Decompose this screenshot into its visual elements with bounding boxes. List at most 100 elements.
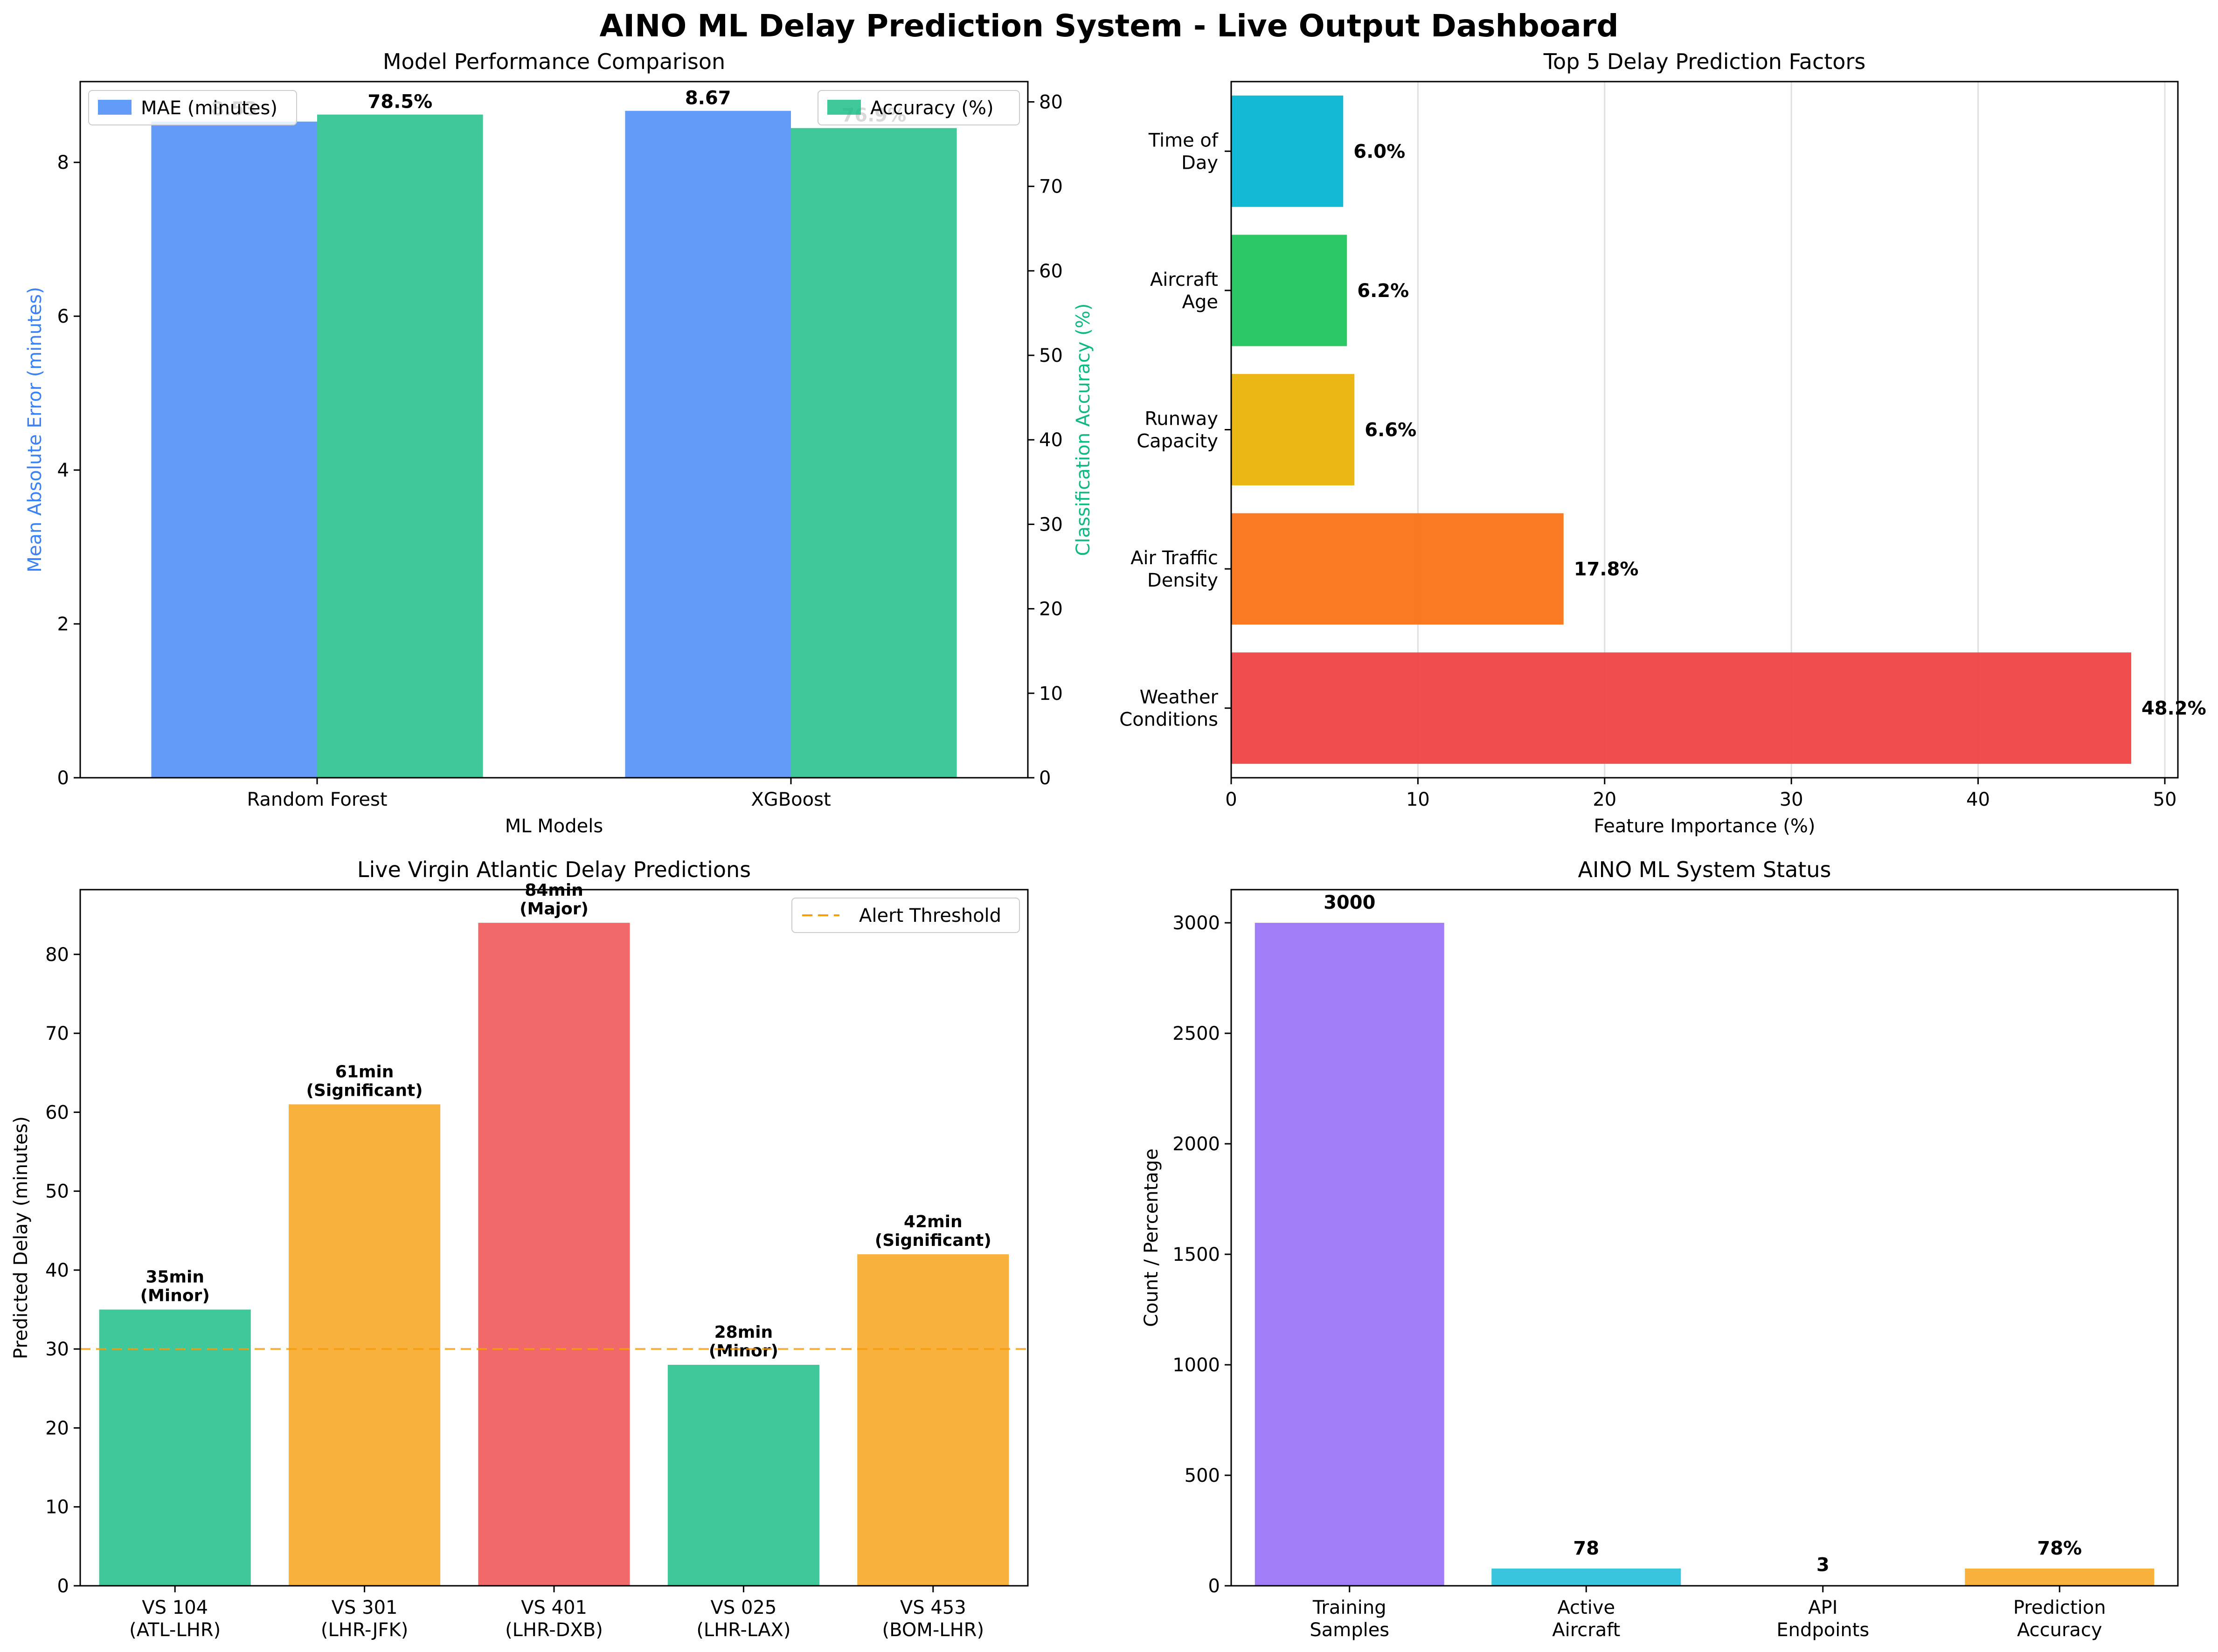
y2-tick-label: 70 (1039, 176, 1063, 198)
delay-value-label: 84min (Major) (520, 881, 589, 919)
legend-box (88, 90, 297, 125)
y-tick-label: 1000 (1172, 1355, 1220, 1376)
y-tick-label: 3000 (1172, 912, 1220, 934)
mae-bar (625, 111, 791, 778)
legend-box (791, 898, 1020, 933)
factor-bar (1231, 235, 1347, 346)
delay-value-label: 61min (Significant) (306, 1062, 423, 1100)
y-tick-label: 0 (1208, 1576, 1220, 1597)
x-tick-label: VS 104 (ATL-LHR) (129, 1597, 221, 1641)
x-tick-label: 10 (1406, 789, 1430, 810)
y-tick-label: 6 (57, 306, 69, 327)
x-tick-label: Training Samples (1310, 1597, 1389, 1641)
y-tick-label: 500 (1185, 1465, 1220, 1486)
y-tick-label: Aircraft Age (1150, 269, 1218, 313)
accuracy-value-label: 78.5% (367, 91, 432, 113)
x-tick-label: 40 (1966, 789, 1990, 810)
factor-value-label: 6.2% (1357, 280, 1409, 302)
y-tick-label: Runway Capacity (1137, 408, 1218, 452)
x-tick-label: 50 (2153, 789, 2177, 810)
y-tick-label: 8 (57, 152, 69, 173)
delay-bar (478, 923, 630, 1586)
delay-bar (857, 1254, 1009, 1586)
legend-label: Accuracy (%) (870, 97, 994, 119)
y-tick-label: 0 (57, 1576, 69, 1597)
factor-value-label: 6.0% (1353, 141, 1405, 162)
mae-bar (151, 121, 317, 778)
status-bar (1255, 923, 1444, 1586)
y2-tick-label: 80 (1039, 91, 1063, 113)
y-tick-label: Time of Day (1148, 130, 1219, 173)
delay-bar (289, 1104, 441, 1586)
accuracy-bar (791, 128, 957, 778)
plot-frame (79, 889, 1029, 1587)
x-axis-label: ML Models (505, 816, 603, 837)
legend-box (818, 90, 1020, 125)
chart-title: Live Virgin Atlantic Delay Predictions (357, 857, 751, 882)
chart-title: AINO ML System Status (1578, 857, 1831, 882)
status-value-label: 78% (2037, 1538, 2082, 1559)
status-value-label: 78 (1573, 1538, 1599, 1559)
legend-label: MAE (minutes) (141, 97, 277, 119)
y2-tick-label: 30 (1039, 514, 1063, 535)
delay-value-label: 28min (Minor) (709, 1323, 778, 1361)
y-tick-label: 30 (45, 1339, 69, 1360)
x-axis-label: Feature Importance (%) (1594, 816, 1815, 837)
y2-tick-label: 50 (1039, 345, 1063, 366)
factor-bar (1231, 374, 1355, 485)
x-tick-label: Random Forest (247, 789, 387, 810)
accuracy-bar (317, 114, 483, 778)
chart-title: Model Performance Comparison (383, 49, 725, 74)
x-tick-label: 30 (1780, 789, 1803, 810)
y-tick-label: Weather Conditions (1119, 687, 1218, 731)
status-bar (1965, 1569, 2155, 1586)
delay-bar (667, 1365, 819, 1586)
delay-value-label: 35min (Minor) (140, 1268, 210, 1306)
y-axis-label: Count / Percentage (1141, 1148, 1162, 1327)
chart-title: Top 5 Delay Prediction Factors (1543, 49, 1866, 74)
factor-value-label: 6.6% (1365, 420, 1416, 441)
legend: Alert Threshold (791, 898, 1020, 933)
delay-factors-panel: Top 5 Delay Prediction Factors 0 10 20 30 40 5… (1119, 49, 2206, 837)
x-tick-label: VS 025 (LHR-LAX) (696, 1597, 790, 1641)
y-axis-label: Mean Absolute Error (minutes) (24, 287, 46, 573)
y-tick-label: 80 (45, 944, 69, 966)
x-tick-label: VS 301 (LHR-JFK) (321, 1597, 408, 1641)
model-performance-panel: Model Performance Comparison8.5378.5%Ran… (24, 49, 1094, 837)
x-tick-label: Prediction Accuracy (2013, 1597, 2106, 1641)
legend-right: Accuracy (%) (818, 90, 1020, 125)
x-tick-label: API Endpoints (1776, 1597, 1869, 1641)
x-tick-label: XGBoost (751, 789, 831, 810)
y2-axis-label: Classification Accuracy (%) (1073, 304, 1094, 556)
x-tick-label: 0 (1225, 789, 1237, 810)
plot-frame (79, 81, 1029, 779)
mae-value-label: 8.67 (685, 88, 731, 109)
factor-value-label: 17.8% (1574, 559, 1639, 580)
y-tick-label: 2000 (1172, 1134, 1220, 1155)
status-value-label: 3 (1816, 1555, 1830, 1576)
system-status-panel: AINO ML System Status 3000 Training Samples… (1141, 857, 2179, 1641)
factor-bar (1231, 652, 2131, 764)
status-bar (1491, 1569, 1681, 1586)
x-tick-label: VS 401 (LHR-DXB) (505, 1597, 603, 1641)
figure-title: AINO ML Delay Prediction System - Live O… (599, 8, 1618, 44)
legend-label: Alert Threshold (859, 905, 1001, 926)
y-tick-label: 10 (45, 1497, 69, 1518)
legend-swatch (98, 100, 132, 115)
delay-value-label: 42min (Significant) (875, 1212, 991, 1250)
status-value-label: 3000 (1324, 892, 1375, 913)
y-tick-label: 4 (57, 460, 69, 481)
y2-tick-label: 20 (1039, 599, 1063, 620)
y2-tick-label: 40 (1039, 429, 1063, 451)
x-tick-label: VS 453 (BOM-LHR) (882, 1597, 984, 1641)
plot-frame (1230, 81, 2179, 779)
y-tick-label: Air Traffic Density (1130, 547, 1218, 591)
plot-frame (1230, 889, 2179, 1587)
delay-bar (99, 1309, 251, 1586)
live-predictions-panel: Live Virgin Atlantic Delay Predictions 35… (10, 857, 1029, 1641)
y-tick-label: 2 (57, 614, 69, 635)
factor-value-label: 48.2% (2142, 698, 2206, 719)
x-tick-label: Active Aircraft (1552, 1597, 1620, 1641)
y2-tick-label: 60 (1039, 261, 1063, 282)
